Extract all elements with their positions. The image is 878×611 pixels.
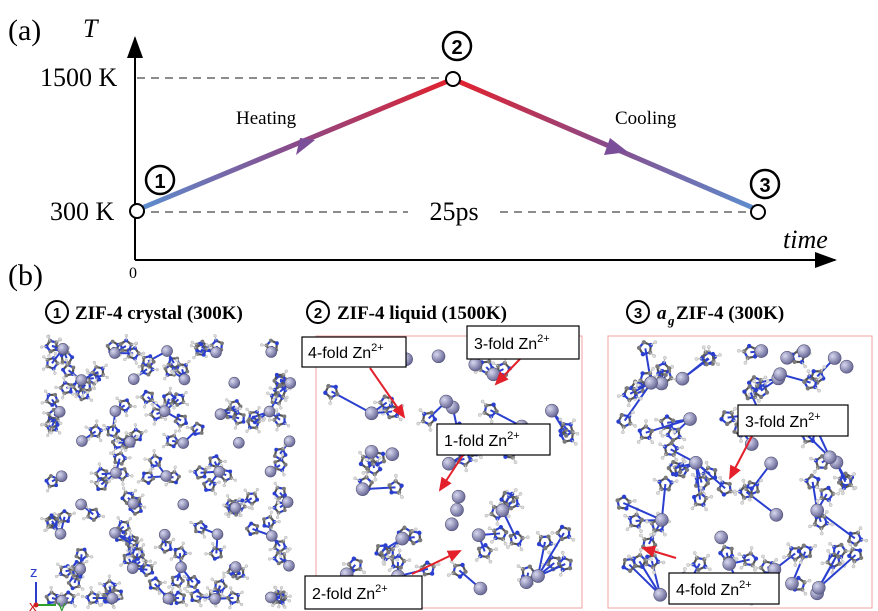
svg-text:1-fold Zn2+: 1-fold Zn2+ (444, 430, 520, 450)
svg-text:3: 3 (634, 305, 642, 322)
y-tick-300k: 300 K (50, 197, 115, 226)
origin-label: 0 (129, 265, 137, 282)
panel-b-label: (b) (8, 259, 43, 292)
cooling-line (452, 76, 759, 213)
atoms-crystal (40, 333, 297, 610)
cooling-arrowhead (604, 138, 628, 155)
label-1fold-liquid (436, 423, 551, 456)
svg-text:3: 3 (759, 175, 770, 197)
svg-text:1: 1 (53, 305, 61, 322)
label-2fold-liquid (304, 575, 423, 610)
label-4fold-glass (668, 572, 780, 605)
triad-y: y (58, 598, 66, 611)
snapshot-title-3: 3 a g ZIF-4 (300K) (626, 300, 784, 328)
stage-marker-1: 1 (144, 164, 176, 196)
stage-point-2 (445, 71, 461, 87)
snapshot-title-2: 2 ZIF-4 liquid (1500K) (306, 300, 507, 324)
panel-a: (a) T 0 time 1500 K 300 K 25ps Heating C… (8, 14, 837, 282)
heating-label: Heating (236, 108, 297, 129)
label-4fold-liquid (301, 336, 407, 368)
snapshot-title-1: 1 ZIF-4 crystal (300K) (45, 300, 243, 324)
panel-b: (b) 1 ZIF-4 crystal (300K) 2 ZIF-4 liqui… (8, 259, 873, 611)
axis-triad: z x y (29, 564, 66, 611)
label-3fold-liquid (466, 325, 580, 360)
x-axis-label: time (783, 225, 828, 254)
svg-text:2: 2 (314, 305, 322, 322)
stage-marker-3: 3 (749, 168, 781, 200)
heating-line (136, 76, 454, 213)
heating-arrowhead (296, 138, 315, 155)
glass-annotations: 3-fold Zn2+ 4-fold Zn2+ (641, 404, 849, 605)
label-3fold-glass (737, 404, 849, 437)
snapshot-title-1-text: ZIF-4 crystal (300K) (75, 303, 243, 324)
snapshot-liquid (315, 335, 583, 609)
liquid-annotations: 4-fold Zn2+ 3-fold Zn2+ 1-fold Zn2+ 2-fo… (301, 325, 580, 610)
svg-text:2: 2 (451, 37, 462, 59)
triad-z: z (30, 564, 38, 581)
y-tick-1500k: 1500 K (40, 63, 118, 92)
svg-text:4-fold Zn2+: 4-fold Zn2+ (676, 579, 752, 599)
svg-text:2-fold Zn2+: 2-fold Zn2+ (312, 583, 388, 603)
panel-a-label: (a) (8, 14, 41, 47)
stage-point-1 (129, 203, 145, 219)
stage-marker-2: 2 (441, 30, 473, 62)
snapshot-title-3-rest: ZIF-4 (300K) (676, 303, 784, 324)
duration-label: 25ps (429, 197, 478, 226)
svg-text:3-fold Zn2+: 3-fold Zn2+ (745, 411, 821, 431)
svg-text:1: 1 (154, 171, 165, 193)
snapshot-title-2-text: ZIF-4 liquid (1500K) (337, 303, 507, 324)
y-axis-label: T (83, 14, 99, 43)
svg-text:3-fold Zn2+: 3-fold Zn2+ (474, 333, 550, 353)
snapshot-title-3-sub: g (667, 313, 675, 328)
triad-x: x (29, 598, 37, 611)
svg-text:4-fold Zn2+: 4-fold Zn2+ (308, 342, 384, 362)
cooling-label: Cooling (615, 108, 677, 129)
stage-point-3 (750, 204, 766, 220)
snapshot-title-3-prefix: a (657, 303, 667, 324)
